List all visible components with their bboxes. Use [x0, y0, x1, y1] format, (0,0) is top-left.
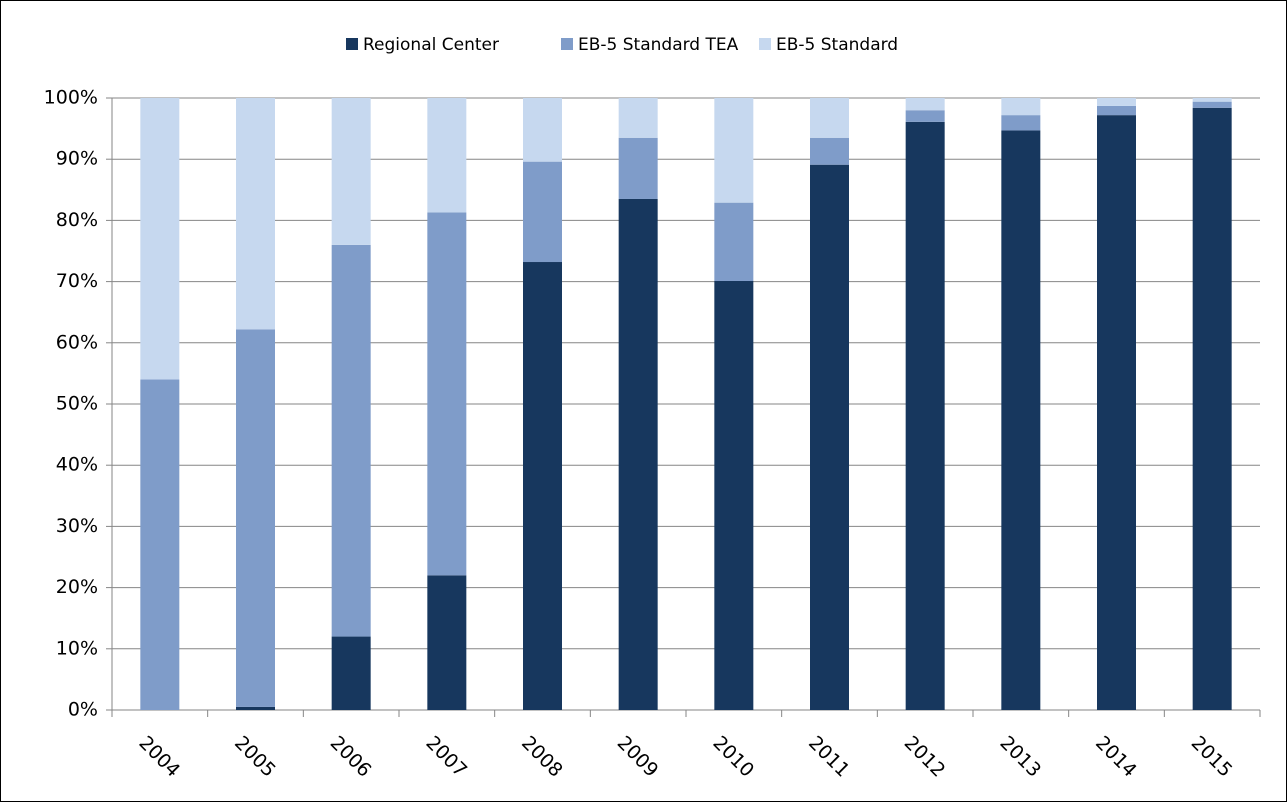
bar-segment — [905, 110, 945, 122]
y-tick-label: 90% — [56, 148, 98, 170]
legend-label: Regional Center — [363, 35, 499, 55]
bar-segment — [331, 244, 371, 637]
y-tick-label: 30% — [56, 515, 98, 537]
legend-label: EB-5 Standard — [776, 35, 898, 55]
y-tick-label: 0% — [68, 699, 98, 721]
bar-segment — [714, 202, 754, 281]
bar-segment — [905, 121, 945, 711]
bar-segment — [140, 98, 180, 380]
bar-segment — [1097, 115, 1136, 711]
bar-segment — [1192, 107, 1232, 711]
bar-segment — [714, 280, 754, 710]
bar-segment — [1001, 130, 1041, 710]
bar-segment — [331, 636, 371, 710]
y-tick-label: 70% — [56, 270, 98, 292]
legend-swatch — [561, 38, 573, 50]
bar-segment — [140, 379, 180, 710]
bar-segment — [1001, 98, 1041, 116]
bar-segment — [810, 164, 849, 710]
y-tick-label: 40% — [56, 454, 98, 476]
bar-segment — [1192, 101, 1232, 108]
legend-swatch — [346, 38, 358, 50]
y-tick-label: 20% — [56, 576, 98, 598]
bar-segment — [236, 706, 275, 710]
bar-segment — [1192, 98, 1232, 102]
y-tick-label: 60% — [56, 331, 98, 353]
bar-segment — [523, 161, 562, 263]
bar-segment — [714, 98, 754, 203]
y-tick-label: 10% — [56, 637, 98, 659]
bar-segment — [618, 98, 658, 138]
bar-segment — [523, 262, 562, 710]
y-tick-label: 80% — [56, 209, 98, 231]
y-tick-label: 100% — [44, 87, 98, 109]
bar-segment — [523, 98, 562, 162]
bar-segment — [1097, 98, 1136, 106]
bar-segment — [810, 98, 849, 138]
y-tick-label: 50% — [56, 393, 98, 415]
bar-segment — [618, 137, 658, 199]
bar-segment — [618, 198, 658, 711]
bar-segment — [1097, 105, 1136, 116]
bar-segment — [810, 137, 849, 165]
bar-segment — [427, 575, 467, 710]
bar-segment — [427, 212, 467, 576]
bar-segment — [1001, 115, 1041, 131]
bar-segment — [905, 98, 945, 111]
bar-segment — [331, 98, 371, 245]
legend-swatch — [759, 38, 771, 50]
bar-segment — [236, 98, 275, 330]
bar-segment — [236, 329, 275, 707]
legend: Regional Center EB-5 Standard TEA EB-5 Sta… — [346, 35, 898, 55]
legend-label: EB-5 Standard TEA — [578, 35, 739, 55]
bar-segment — [427, 98, 467, 213]
